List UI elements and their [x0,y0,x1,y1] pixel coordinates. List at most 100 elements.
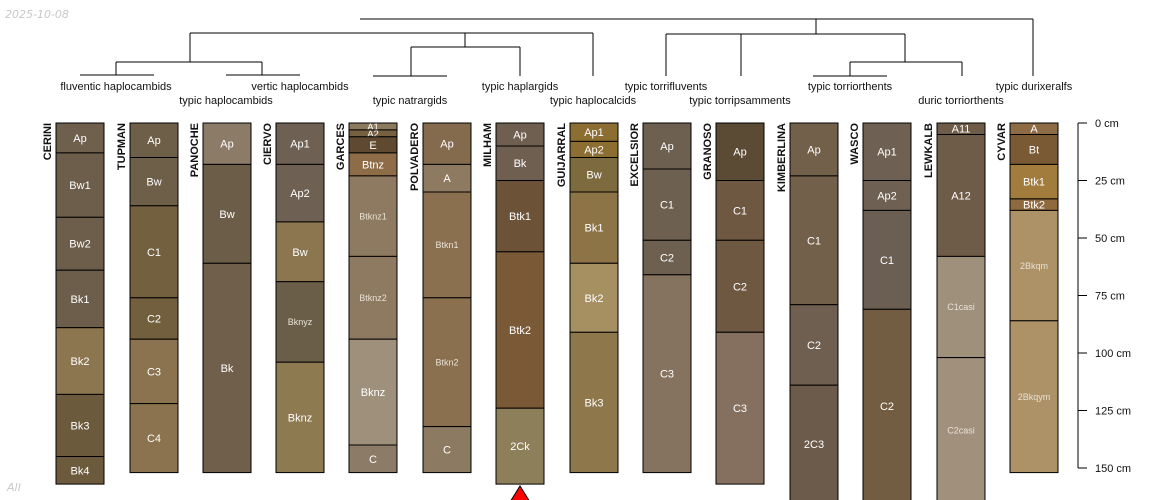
taxon-label: typic haplocambids [179,95,273,107]
link-argids [411,33,594,76]
horizon-kimberlina-ap [789,122,839,177]
horizon-label: A1 [367,122,379,133]
horizon-label: Bk2 [71,356,90,368]
horizon-granoso-ap [715,122,765,181]
horizon-ciervo-ap1 [275,122,325,165]
horizon-label: C1 [733,205,747,217]
horizon-excelsior-c2 [642,239,692,276]
horizon-label: Ap1 [584,127,604,139]
horizon-label: C2 [147,313,161,325]
profile-tupman: TUPMAN Ap Bw C1 C2 C3 C4 [116,122,179,474]
horizon-label: Btk1 [1023,177,1045,189]
horizon-label: C2 [660,253,674,265]
link-haplocambids [116,33,262,63]
horizon-kimberlina-2c3 [789,384,839,500]
horizon-ciervo-ap2 [275,163,325,223]
horizon-label: Ap2 [877,190,897,202]
horizon-garces-btknz1 [348,175,398,257]
horizon-label: A [443,173,451,185]
horizon-panoche-ap [202,122,252,165]
profile-ciervo: CIERVO Ap1 Ap2 Bw Bknyz Bknz [262,122,325,474]
profile-excelsior: EXCELSIOR Ap C1 C2 C3 [629,122,692,474]
taxon-label: typic torriorthents [808,81,893,93]
horizon-label: Ap [440,139,453,151]
horizon-label: 2Bkqym [1018,392,1051,402]
horizon-label: Ap2 [584,144,604,156]
link-entisols-b [741,19,905,35]
horizon-label: Ap1 [290,139,310,151]
horizon-label: Bw [292,247,307,259]
profile-name-tupman: TUPMAN [116,123,128,170]
horizon-guijarral-bk3 [569,331,619,474]
horizon-label: C1 [807,235,821,247]
horizon-label: E [369,140,376,152]
horizon-label: Bknyz [288,317,313,327]
horizon-ciervo-bw [275,221,325,283]
horizon-label: Btk2 [1023,200,1045,212]
horizon-cerini-ap [55,122,105,154]
horizon-label: Bw [586,170,601,182]
horizon-label: Bk1 [71,294,90,306]
horizon-label: Bk4 [71,465,90,477]
horizon-label: Btknz1 [359,211,387,221]
link-entisols-a [665,33,742,76]
horizon-label: C2 [880,401,894,413]
horizon-label: Ap [660,141,673,153]
horizon-polvadero-btkn2 [422,297,472,428]
horizon-polvadero-c [422,426,472,474]
footer-label: All [7,481,21,494]
horizon-label: C3 [147,366,161,378]
depth-tick-label: 50 cm [1095,233,1125,245]
profile-name-excelsior: EXCELSIOR [629,123,641,187]
horizon-label: C2 [733,281,747,293]
profile-kimberlina: KIMBERLINA Ap C1 C2 2C3 [776,122,839,500]
link-torriorthents [813,34,963,77]
horizon-label: A12 [951,190,971,202]
taxon-label: duric torriorthents [918,95,1004,107]
horizon-tupman-bw [129,157,179,207]
horizon-granoso-c2 [715,239,765,333]
horizon-tupman-c4 [129,403,179,474]
horizon-label: Bk3 [585,397,604,409]
horizon-label: Bw1 [69,180,90,192]
horizon-label: A [1030,124,1038,136]
profile-granoso: GRANOSO Ap C1 C2 C3 [702,122,765,485]
horizon-label: Ap [733,147,746,159]
depth-tick-label: 75 cm [1095,291,1125,303]
horizon-milham-btk1 [495,180,545,253]
profile-guijarral: GUIJARRAL Ap1 Ap2 Bw Bk1 Bk2 Bk3 [556,122,619,474]
horizon-label: Btk2 [509,325,531,337]
horizon-label: Bk1 [585,223,604,235]
horizon-label: Btkn2 [435,357,458,367]
horizon-label: C [443,445,451,457]
link-root [360,18,1034,76]
horizon-wasco-c2 [862,308,912,500]
horizon-label: Bk2 [585,293,604,305]
profile-name-lewkalb: LEWKALB [923,123,935,178]
taxon-label: typic torrifluvents [625,81,708,93]
depth-tick-label: 0 cm [1095,118,1119,130]
depth-tick-label: 125 cm [1095,406,1131,418]
horizon-garces-c [348,444,398,474]
depth-tick-label: 25 cm [1095,176,1125,188]
horizon-label: Btkn1 [435,240,458,250]
profile-name-cerini: CERINI [42,123,54,160]
horizon-label: Bk [514,158,527,170]
horizon-label: C1 [880,255,894,267]
horizon-label: Ap [73,133,86,145]
profile-wasco: WASCO Ap1 Ap2 C1 C2 [849,122,912,500]
profile-name-ciervo: CIERVO [262,123,274,165]
depth-tick-label: 100 cm [1095,348,1131,360]
horizon-label: Btk1 [509,211,531,223]
horizon-label: C1casi [947,302,975,312]
horizon-kimberlina-c2 [789,304,839,386]
horizon-lewkalb-c2casi [936,357,986,500]
horizon-label: Bk [221,363,234,375]
horizon-lewkalb-a12 [936,134,986,257]
horizon-label: 2Ck [510,441,530,453]
horizon-cerini-bw1 [55,152,105,218]
horizon-tupman-c3 [129,338,179,405]
horizon-label: Bt [1029,144,1039,156]
